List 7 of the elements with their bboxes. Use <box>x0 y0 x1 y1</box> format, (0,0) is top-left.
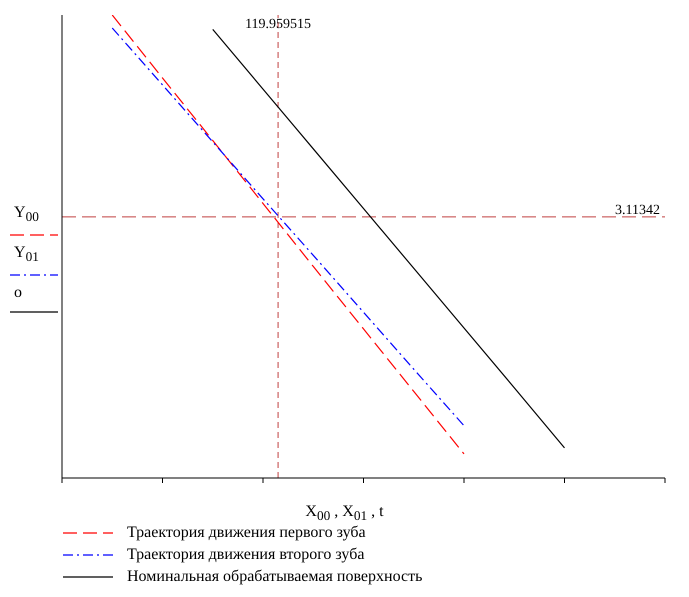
annotation: 119.959515 <box>245 16 312 32</box>
legend-label: Траектория движения второго зуба <box>127 546 364 564</box>
x-axis-title: X$_{00}$ , X$_{01}$ , t <box>305 503 384 524</box>
legend-label: Номинальная обрабатываемая поверхность <box>127 568 422 586</box>
legend-label: Траектория движения первого зуба <box>127 524 366 542</box>
annotation: 3.11342 <box>615 202 660 218</box>
text: Y$_{00}$ Y$_{01}$ o <box>14 204 39 301</box>
